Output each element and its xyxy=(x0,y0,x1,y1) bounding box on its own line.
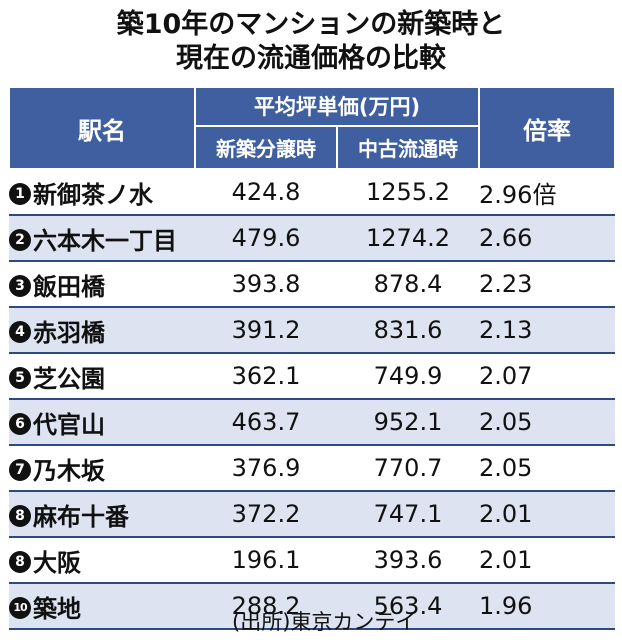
ratio-cell: 2.13 xyxy=(479,307,616,354)
new-price-cell: 393.8 xyxy=(195,261,337,308)
station-cell: 6 代官山 xyxy=(9,399,195,446)
new-sale-header: 新築分譲時 xyxy=(194,124,338,171)
station-name: 麻布十番 xyxy=(33,502,129,531)
station-cell: 2 六本木一丁目 xyxy=(9,215,195,262)
rank-badge: 7 xyxy=(9,458,31,481)
used-price-cell: 747.1 xyxy=(337,491,480,538)
used-price-cell: 1255.2 xyxy=(337,169,480,216)
station-name: 六本木一丁目 xyxy=(33,226,177,255)
table-row: 7 乃木坂 376.9 770.7 2.05 xyxy=(9,445,616,492)
table-row: 4 赤羽橋 391.2 831.6 2.13 xyxy=(9,307,616,354)
rank-badge: 10 xyxy=(9,596,31,619)
station-cell: 4 赤羽橋 xyxy=(9,307,195,354)
new-price-cell: 288.2 xyxy=(195,583,337,630)
station-name: 飯田橋 xyxy=(33,272,105,301)
station-cell: 7 乃木坂 xyxy=(9,445,195,492)
used-price-cell: 770.7 xyxy=(337,445,480,492)
used-price-cell: 563.4 xyxy=(337,583,480,630)
station-cell: 1 新御茶ノ水 xyxy=(9,169,195,216)
ratio-cell: 2.07 xyxy=(479,353,616,400)
station-name: 芝公園 xyxy=(33,364,105,393)
station-name: 築地 xyxy=(33,594,81,623)
table-row: 1 新御茶ノ水 424.8 1255.2 2.96倍 xyxy=(9,169,616,216)
station-cell: 8 麻布十番 xyxy=(9,491,195,538)
used-price-cell: 1274.2 xyxy=(337,215,480,262)
station-cell: 8 大阪 xyxy=(9,537,195,584)
ratio-cell: 2.23 xyxy=(479,261,616,308)
ratio-cell: 2.01 xyxy=(479,491,616,538)
rank-badge: 5 xyxy=(9,366,31,389)
station-name: 大阪 xyxy=(33,548,81,577)
rank-badge: 4 xyxy=(9,320,31,343)
price-comparison-table: 駅名 平均坪単価(万円) 倍率 新築分譲時 中古流通時 1 新御茶ノ水 424.8… xyxy=(8,86,617,630)
table-row: 8 大阪 196.1 393.6 2.01 xyxy=(9,537,616,584)
used-price-cell: 393.6 xyxy=(337,537,480,584)
rank-badge: 3 xyxy=(9,274,31,297)
table-row: 3 飯田橋 393.8 878.4 2.23 xyxy=(9,261,616,308)
new-price-cell: 424.8 xyxy=(195,169,337,216)
source-note: (出所)東京カンテイ xyxy=(232,610,417,634)
rank-badge: 8 xyxy=(9,550,31,573)
ratio-cell: 2.05 xyxy=(479,399,616,446)
table-row: 10 築地 288.2 563.4 1.96 xyxy=(9,583,616,630)
ratio-cell: 2.05 xyxy=(479,445,616,492)
station-name: 代官山 xyxy=(33,410,105,439)
used-market-header: 中古流通時 xyxy=(335,124,481,171)
title-line-2: 現在の流通価格の比較 xyxy=(176,43,446,74)
table-row: 6 代官山 463.7 952.1 2.05 xyxy=(9,399,616,446)
new-price-cell: 463.7 xyxy=(195,399,337,446)
new-price-cell: 479.6 xyxy=(195,215,337,262)
new-price-cell: 362.1 xyxy=(195,353,337,400)
used-price-cell: 749.9 xyxy=(337,353,480,400)
used-price-cell: 952.1 xyxy=(337,399,480,446)
page-title: 築10年のマンションの新築時と 現在の流通価格の比較 xyxy=(0,0,622,76)
used-price-cell: 831.6 xyxy=(337,307,480,354)
new-price-cell: 372.2 xyxy=(195,491,337,538)
rank-badge: 6 xyxy=(9,412,31,435)
station-cell: 10 築地 xyxy=(9,583,195,630)
ratio-cell: 2.01 xyxy=(479,537,616,584)
new-price-cell: 391.2 xyxy=(195,307,337,354)
new-price-cell: 376.9 xyxy=(195,445,337,492)
table-row: 2 六本木一丁目 479.6 1274.2 2.66 xyxy=(9,215,616,262)
ratio-cell: 2.66 xyxy=(479,215,616,262)
table-row: 5 芝公園 362.1 749.9 2.07 xyxy=(9,353,616,400)
avg-price-header: 平均坪単価(万円) xyxy=(193,86,481,127)
rank-badge: 8 xyxy=(9,504,31,527)
ratio-cell: 2.96倍 xyxy=(479,169,616,216)
rank-badge: 2 xyxy=(9,228,31,251)
station-cell: 5 芝公園 xyxy=(9,353,195,400)
station-name: 乃木坂 xyxy=(33,456,105,485)
station-name: 新御茶ノ水 xyxy=(33,180,153,209)
used-price-cell: 878.4 xyxy=(337,261,480,308)
station-name: 赤羽橋 xyxy=(33,318,105,347)
new-price-cell: 196.1 xyxy=(195,537,337,584)
station-column-header: 駅名 xyxy=(8,86,196,170)
ratio-column-header: 倍率 xyxy=(478,86,617,170)
rank-badge: 1 xyxy=(9,182,31,205)
title-line-1: 築10年のマンションの新築時と xyxy=(116,9,506,40)
table-row: 8 麻布十番 372.2 747.1 2.01 xyxy=(9,491,616,538)
ratio-cell: 1.96 xyxy=(479,583,616,630)
station-cell: 3 飯田橋 xyxy=(9,261,195,308)
